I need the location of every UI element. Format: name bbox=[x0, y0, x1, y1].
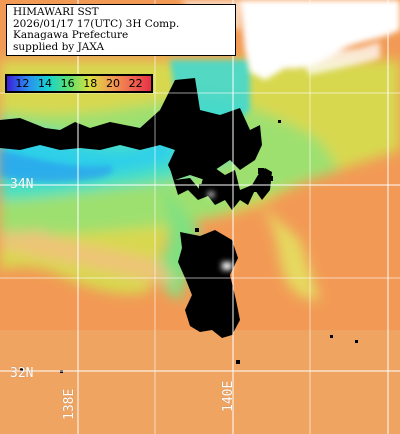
lat-label-32n: 32N bbox=[10, 366, 34, 381]
lat-label-34n: 34N bbox=[10, 177, 34, 192]
colorbar-label-16: 16 bbox=[60, 77, 75, 90]
map-info-box: HIMAWARI SST 2026/01/17 17(UTC) 3H Comp.… bbox=[6, 4, 236, 56]
info-timestamp: 2026/01/17 17(UTC) 3H Comp. bbox=[13, 17, 180, 30]
lon-label-138e: 138E bbox=[62, 388, 77, 420]
lon-label-140e: 140E bbox=[221, 380, 236, 412]
colorbar-label-14: 14 bbox=[37, 77, 52, 90]
info-title: HIMAWARI SST bbox=[13, 6, 99, 18]
warm-water-band bbox=[0, 330, 400, 434]
colorbar-label-18: 18 bbox=[83, 77, 98, 90]
colorbar-label-20: 20 bbox=[105, 77, 120, 90]
colorbar-label-22: 22 bbox=[128, 77, 143, 90]
info-region: Kanagawa Prefecture bbox=[13, 29, 129, 42]
info-source: supplied by JAXA bbox=[13, 40, 105, 53]
temperature-colorbar: 12 14 16 18 20 22 bbox=[5, 74, 153, 93]
land bbox=[0, 78, 358, 373]
colorbar-label-12: 12 bbox=[15, 77, 30, 90]
